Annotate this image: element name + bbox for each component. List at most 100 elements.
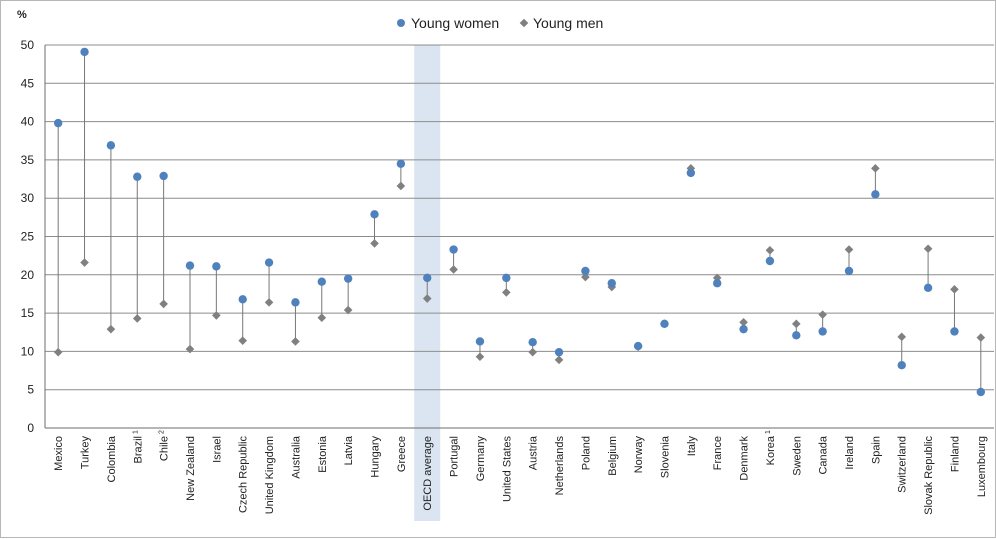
young-women-point-finland <box>950 327 959 336</box>
category-label-text-brazil: Brazil <box>132 436 144 464</box>
category-label-austria: Austria <box>528 435 540 470</box>
young-women-point-chile <box>159 171 168 181</box>
category-name-sweden: Sweden <box>791 436 803 476</box>
young-women-point-new-zealand <box>185 261 195 270</box>
category-label-norway: Norway <box>633 436 645 474</box>
y-axis-unit-label: % <box>17 9 27 21</box>
legend-young-men-label: Young men <box>533 15 603 31</box>
young-men-point-canada <box>818 310 827 319</box>
young-men-point-netherlands <box>554 355 564 365</box>
category-label-israel: Israel <box>211 436 223 463</box>
young-men-point-ireland <box>844 245 854 254</box>
young-men-point-greece <box>396 181 406 191</box>
category-label-france: France <box>712 436 724 470</box>
young-men-point-poland <box>581 272 590 282</box>
category-footnote-chile: 2 <box>159 430 166 434</box>
y-axis-ticks: 0 5 10 15 20 25 30 35 40 45 50 <box>21 38 35 435</box>
young-women-point-portugal <box>449 245 458 254</box>
category-name-brazil: Brazil <box>132 436 144 464</box>
category-label-sweden: Sweden <box>791 436 803 476</box>
young-women-point-germany <box>475 337 485 346</box>
young-women-point-australia <box>291 298 300 307</box>
category-label-text-finland: Finland <box>949 436 961 472</box>
young-women-point-italy <box>686 168 696 178</box>
category-label-finland: Finland <box>949 436 961 472</box>
young-men-point-sweden <box>791 319 801 329</box>
category-name-poland: Poland <box>580 436 592 470</box>
category-label-text-switzerland: Switzerland <box>897 436 909 493</box>
category-label-text-united-states: United States <box>501 436 513 503</box>
category-name-hungary: Hungary <box>370 436 382 478</box>
young-women-point-hungary <box>370 210 379 219</box>
category-name-italy: Italy <box>686 436 698 457</box>
category-name-czech-republic: Czech Republic <box>238 436 250 514</box>
category-name-oecd-average: OECD average <box>422 436 434 511</box>
category-label-text-israel: Israel <box>211 436 223 463</box>
category-name-greece: Greece <box>396 436 408 472</box>
category-label-australia: Australia <box>290 435 302 479</box>
category-label-poland: Poland <box>580 436 592 470</box>
category-label-hungary: Hungary <box>370 436 382 478</box>
y-tick-label-45: 45 <box>21 76 35 90</box>
category-label-colombia: Colombia <box>106 435 118 482</box>
young-men-point-hungary <box>370 239 379 248</box>
category-label-text-new-zealand: New Zealand <box>185 436 197 501</box>
x-axis-category-labels: Mexico Turkey Colombia Brazil 1 Chile 2 New Zea… <box>53 430 988 515</box>
category-name-belgium: Belgium <box>607 436 619 476</box>
young-women-point-turkey <box>80 47 89 57</box>
young-men-point-estonia <box>317 313 327 322</box>
category-name-united-kingdom: United Kingdom <box>264 436 276 514</box>
category-name-luxembourg: Luxembourg <box>976 436 988 497</box>
young-men-point-luxembourg <box>976 333 986 342</box>
category-label-text-australia: Australia <box>290 435 302 479</box>
category-label-latvia: Latvia <box>343 435 355 465</box>
category-label-text-slovenia: Slovenia <box>659 435 671 478</box>
category-footnote-korea: 1 <box>765 430 772 434</box>
category-label-text-norway: Norway <box>633 436 645 474</box>
category-label-new-zealand: New Zealand <box>185 436 197 501</box>
category-name-austria: Austria <box>528 435 540 470</box>
category-label-text-spain: Spain <box>870 436 882 464</box>
category-label-text-italy: Italy <box>686 436 698 457</box>
category-label-text-ireland: Ireland <box>844 436 856 470</box>
category-label-spain: Spain <box>870 436 882 464</box>
category-label-text-poland: Poland <box>580 436 592 470</box>
young-men-point-israel <box>212 311 221 320</box>
young-women-point-united-kingdom <box>264 258 274 267</box>
category-label-text-estonia: Estonia <box>317 435 329 473</box>
category-label-united-states: United States <box>501 436 513 503</box>
young-women-point-norway <box>633 341 643 351</box>
y-tick-label-40: 40 <box>21 115 35 129</box>
young-women-point-brazil <box>133 172 142 181</box>
y-tick-label-35: 35 <box>21 153 35 167</box>
y-tick-label-10: 10 <box>21 344 35 358</box>
category-label-denmark: Denmark <box>739 436 751 481</box>
young-men-point-turkey <box>80 258 89 267</box>
young-women-point-ireland <box>844 266 854 276</box>
young-women-point-greece <box>396 159 406 168</box>
category-label-chile: Chile 2 <box>159 430 171 461</box>
young-men-point-australia <box>291 337 300 346</box>
young-women-point-spain <box>871 190 880 199</box>
young-men-point-brazil <box>132 314 142 323</box>
category-label-text-austria: Austria <box>528 435 540 470</box>
category-label-germany: Germany <box>475 436 487 482</box>
category-label-brazil: Brazil 1 <box>132 430 144 464</box>
young-men-point-united-states <box>502 288 511 297</box>
category-label-ireland: Ireland <box>844 436 856 470</box>
young-women-point-france <box>713 279 722 288</box>
category-label-text-belgium: Belgium <box>607 436 619 476</box>
young-men-point-portugal <box>449 265 458 274</box>
category-label-text-united-kingdom: United Kingdom <box>264 436 276 514</box>
category-label-slovak-republic: Slovak Republic <box>923 436 935 515</box>
category-label-text-czech-republic: Czech Republic <box>238 436 250 514</box>
y-tick-label-30: 30 <box>21 191 35 205</box>
young-women-point-netherlands <box>554 347 564 357</box>
young-men-point-oecd-average <box>422 294 432 303</box>
category-name-switzerland: Switzerland <box>897 436 909 493</box>
young-men-point-denmark <box>739 317 748 327</box>
y-tick-label-15: 15 <box>21 306 35 320</box>
category-label-estonia: Estonia <box>317 435 329 473</box>
young-women-point-slovak-republic <box>923 283 933 293</box>
